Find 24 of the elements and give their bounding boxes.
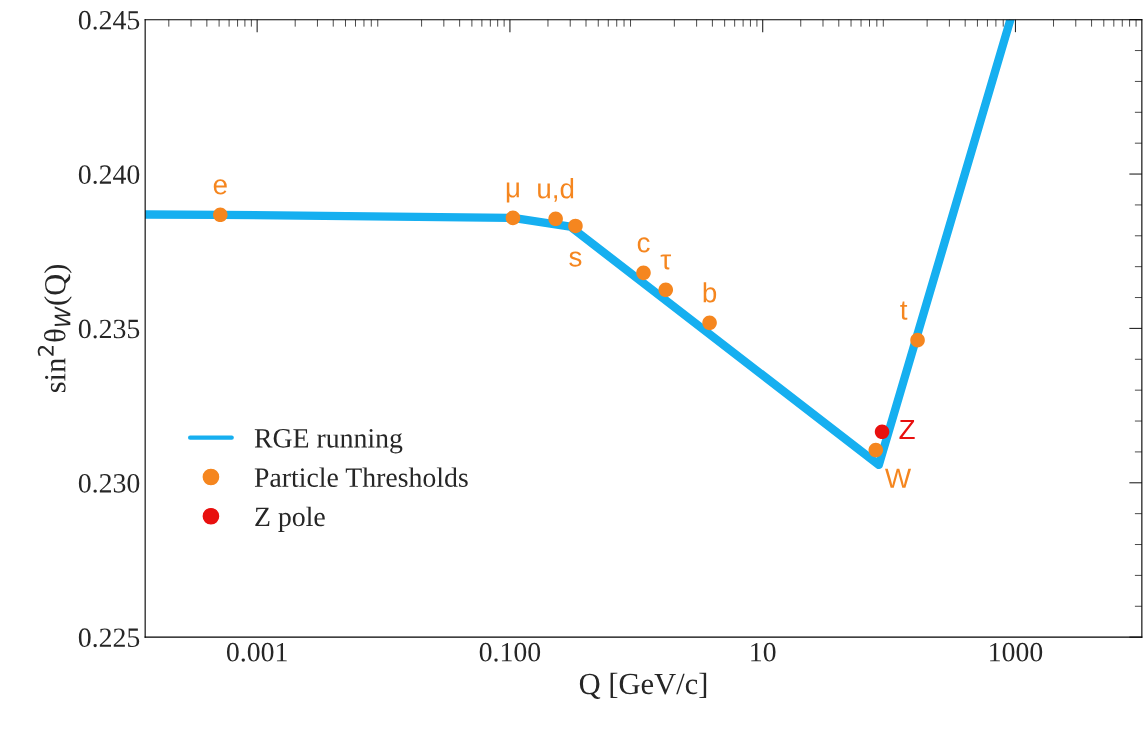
y-tick-label: 0.235 (78, 319, 140, 339)
y-axis-title: sin$^{2}$θ$_{W}$(Q) (37, 264, 72, 393)
x-tick-label: 1000 (990, 642, 1043, 662)
legend-label: Z pole (255, 506, 325, 532)
data-label: b (703, 282, 717, 303)
data-label: μ (506, 182, 519, 203)
y-tick-label: 0.230 (78, 473, 140, 493)
x-axis-title: Q [GeV/c] (579, 672, 707, 699)
x-tick-label: 10 (751, 642, 776, 662)
x-tick-label: 0.001 (226, 642, 287, 662)
data-label: Z (899, 419, 915, 440)
data-label: c (637, 237, 650, 253)
legend-label: RGE running (254, 428, 403, 454)
y-tick-label: 0.240 (78, 165, 140, 185)
data-label: e (213, 179, 227, 195)
y-tick-label: 0.225 (78, 628, 140, 648)
data-label: s (569, 251, 582, 267)
data-label: τ (660, 254, 672, 270)
x-tick-label: 0.100 (479, 642, 541, 662)
data-label: u,d (538, 178, 574, 202)
data-label: W (885, 468, 912, 488)
data-label: t (900, 301, 908, 320)
legend-label: Particle Thresholds (254, 467, 468, 487)
y-tick-label: 0.245 (78, 10, 140, 30)
